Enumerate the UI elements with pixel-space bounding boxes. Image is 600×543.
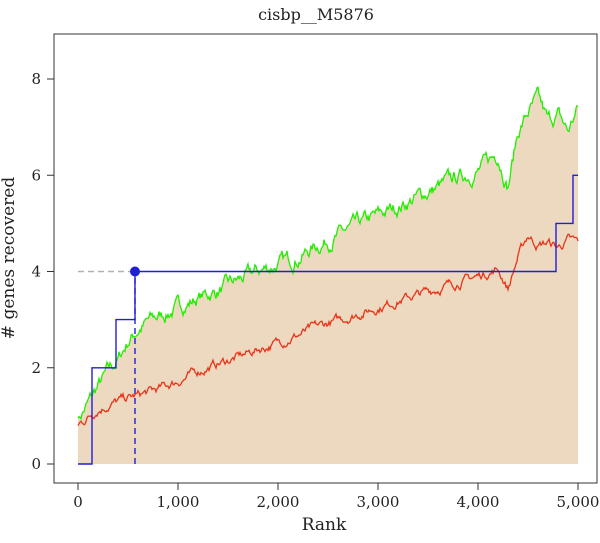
y-tick-label: 0 (31, 455, 41, 473)
y-tick-label: 4 (31, 263, 41, 281)
x-tick-label: 3,000 (357, 493, 400, 511)
y-axis-title: # genes recovered (0, 177, 19, 340)
plot-area (77, 86, 579, 465)
y-tick-label: 2 (31, 359, 41, 377)
x-axis: 0 1,000 2,000 3,000 4,000 5,000 (73, 482, 600, 511)
series-recovery (78, 174, 578, 465)
series-upper (77, 86, 579, 421)
series-mean (77, 233, 579, 426)
x-tick-label: 2,000 (257, 493, 300, 511)
y-tick-label: 6 (31, 166, 41, 184)
chart-title: cisbp__M5876 (258, 5, 374, 24)
band-area (78, 87, 578, 465)
marker-point (130, 266, 140, 277)
y-tick-label: 8 (31, 70, 41, 88)
x-tick-label: 1,000 (157, 493, 200, 511)
x-tick-label: 5,000 (557, 493, 600, 511)
y-axis: 0 2 4 6 8 (31, 70, 55, 473)
x-tick-label: 4,000 (457, 493, 500, 511)
x-axis-title: Rank (302, 515, 347, 535)
x-tick-label: 0 (73, 493, 83, 511)
